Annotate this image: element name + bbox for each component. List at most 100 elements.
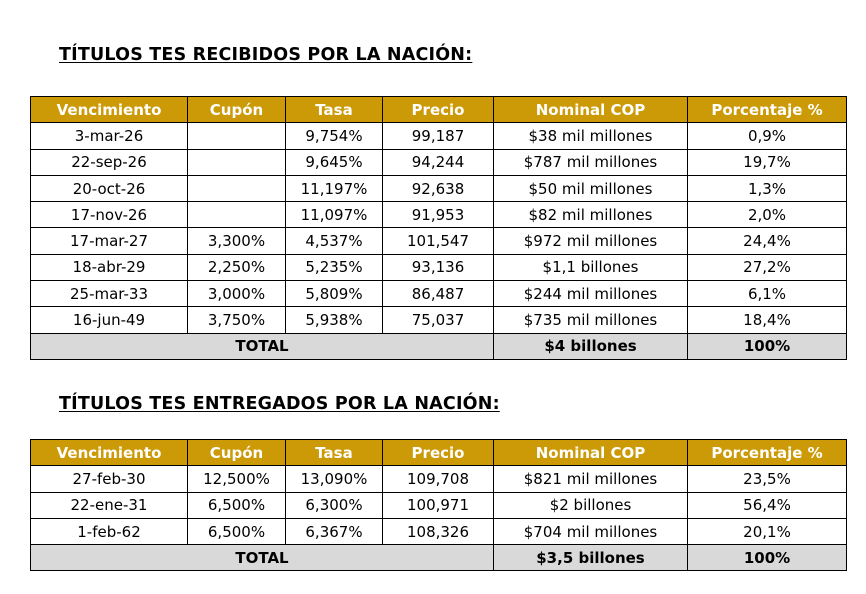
table-cell: 94,244 — [382, 148, 494, 176]
table-cell: $38 mil millones — [493, 122, 688, 150]
table-cell: 19,7% — [687, 148, 847, 176]
table-cell: 11,197% — [285, 174, 383, 203]
table-cell: $50 mil millones — [493, 174, 688, 203]
table-row: 1-feb-62 6,500% 6,367% 108,326 $704 mil mill… — [30, 517, 847, 546]
table-cell: 1,3% — [687, 174, 847, 203]
header-row: Vencimiento Cupón Tasa Precio Nominal COP Por… — [30, 438, 847, 467]
table-cell — [187, 122, 286, 150]
table-cell: 6,367% — [285, 517, 383, 546]
table-cell: 20,1% — [687, 517, 847, 546]
table-cell: 3,750% — [187, 306, 286, 334]
title-recibidos: TÍTULOS TES RECIBIDOS POR LA NACIÓN: — [59, 45, 473, 65]
table-cell: 9,754% — [285, 122, 383, 150]
table-row: 22-sep-26 9,645% 94,244 $787 mil millones 19… — [30, 148, 847, 176]
table-cell: 0,9% — [687, 122, 847, 150]
column-header: Vencimiento — [30, 95, 188, 124]
table-cell: 9,645% — [285, 148, 383, 176]
table-cell: $82 mil millones — [493, 201, 688, 229]
column-header: Cupón — [187, 95, 286, 124]
table-row: 17-nov-26 11,097% 91,953 $82 mil millones 2,… — [30, 201, 847, 229]
table-cell: 5,938% — [285, 306, 383, 334]
table-cell: 17-mar-27 — [30, 227, 188, 255]
total-label: TOTAL — [30, 544, 494, 572]
table-cell: 5,235% — [285, 253, 383, 282]
table-cell: 100,971 — [382, 491, 494, 519]
table-cell: 23,5% — [687, 465, 847, 493]
table-cell: 2,0% — [687, 201, 847, 229]
table-cell: 24,4% — [687, 227, 847, 255]
table-cell: 92,638 — [382, 174, 494, 203]
table-row: 16-jun-49 3,750% 5,938% 75,037 $735 mil mill… — [30, 306, 847, 334]
total-label: TOTAL — [30, 332, 494, 360]
table-cell: 5,809% — [285, 280, 383, 308]
table-cell: 27-feb-30 — [30, 465, 188, 493]
column-header: Tasa — [285, 95, 383, 124]
table-cell: $972 mil millones — [493, 227, 688, 255]
table-cell: 56,4% — [687, 491, 847, 519]
table-cell: 16-jun-49 — [30, 306, 188, 334]
table-cell: 91,953 — [382, 201, 494, 229]
column-header: Tasa — [285, 438, 383, 467]
table-cell: $735 mil millones — [493, 306, 688, 334]
column-header: Vencimiento — [30, 438, 188, 467]
table-cell: $2 billones — [493, 491, 688, 519]
column-header: Nominal COP — [493, 438, 688, 467]
table-row: 3-mar-26 9,754% 99,187 $38 mil millones 0,9% — [30, 122, 847, 150]
column-header: Precio — [382, 438, 494, 467]
total-porcentaje: 100% — [687, 332, 847, 360]
column-header: Precio — [382, 95, 494, 124]
total-nominal: $4 billones — [493, 332, 688, 360]
table-cell: 1-feb-62 — [30, 517, 188, 546]
table-cell: 4,537% — [285, 227, 383, 255]
table-row: 18-abr-29 2,250% 5,235% 93,136 $1,1 billones… — [30, 253, 847, 282]
table-cell: 6,500% — [187, 491, 286, 519]
table-cell: 22-sep-26 — [30, 148, 188, 176]
column-header: Cupón — [187, 438, 286, 467]
table-cell: 93,136 — [382, 253, 494, 282]
table-cell: 6,1% — [687, 280, 847, 308]
table-cell: 25-mar-33 — [30, 280, 188, 308]
table-cell — [187, 148, 286, 176]
total-porcentaje: 100% — [687, 544, 847, 572]
table-cell: 99,187 — [382, 122, 494, 150]
table-entregados: Vencimiento Cupón Tasa Precio Nominal COP Por… — [30, 438, 847, 572]
table-cell: 6,500% — [187, 517, 286, 546]
table-cell: 6,300% — [285, 491, 383, 519]
table-cell: 18-abr-29 — [30, 253, 188, 282]
table-cell: 17-nov-26 — [30, 201, 188, 229]
table-row: 22-ene-31 6,500% 6,300% 100,971 $2 billones 5… — [30, 491, 847, 519]
table-cell — [187, 201, 286, 229]
table-row: 17-mar-27 3,300% 4,537% 101,547 $972 mil mil… — [30, 227, 847, 255]
column-header: Porcentaje % — [687, 95, 847, 124]
total-row: TOTAL $3,5 billones 100% — [30, 544, 847, 572]
table-cell: 108,326 — [382, 517, 494, 546]
table-cell: $821 mil millones — [493, 465, 688, 493]
table-cell: 2,250% — [187, 253, 286, 282]
table-cell: 3,000% — [187, 280, 286, 308]
table-cell: 13,090% — [285, 465, 383, 493]
table-cell — [187, 174, 286, 203]
table-cell: 22-ene-31 — [30, 491, 188, 519]
total-row: TOTAL $4 billones 100% — [30, 332, 847, 360]
table-cell: $787 mil millones — [493, 148, 688, 176]
table-cell: 109,708 — [382, 465, 494, 493]
table-cell: $1,1 billones — [493, 253, 688, 282]
table-cell: 86,487 — [382, 280, 494, 308]
table-cell: 75,037 — [382, 306, 494, 334]
table-cell: 101,547 — [382, 227, 494, 255]
table-recibidos: Vencimiento Cupón Tasa Precio Nominal COP Por… — [30, 95, 847, 360]
table-row: 25-mar-33 3,000% 5,809% 86,487 $244 mil mill… — [30, 280, 847, 308]
table-cell: 12,500% — [187, 465, 286, 493]
header-row: Vencimiento Cupón Tasa Precio Nominal COP Por… — [30, 95, 847, 124]
table-row: 20-oct-26 11,197% 92,638 $50 mil millones 1,… — [30, 174, 847, 203]
column-header: Nominal COP — [493, 95, 688, 124]
table-cell: 11,097% — [285, 201, 383, 229]
table-cell: 20-oct-26 — [30, 174, 188, 203]
total-nominal: $3,5 billones — [493, 544, 688, 572]
table-cell: $704 mil millones — [493, 517, 688, 546]
table-row: 27-feb-30 12,500% 13,090% 109,708 $821 mil m… — [30, 465, 847, 493]
title-entregados: TÍTULOS TES ENTREGADOS POR LA NACIÓN: — [59, 394, 500, 414]
table-cell: 3,300% — [187, 227, 286, 255]
table-cell: 3-mar-26 — [30, 122, 188, 150]
table-cell: 27,2% — [687, 253, 847, 282]
